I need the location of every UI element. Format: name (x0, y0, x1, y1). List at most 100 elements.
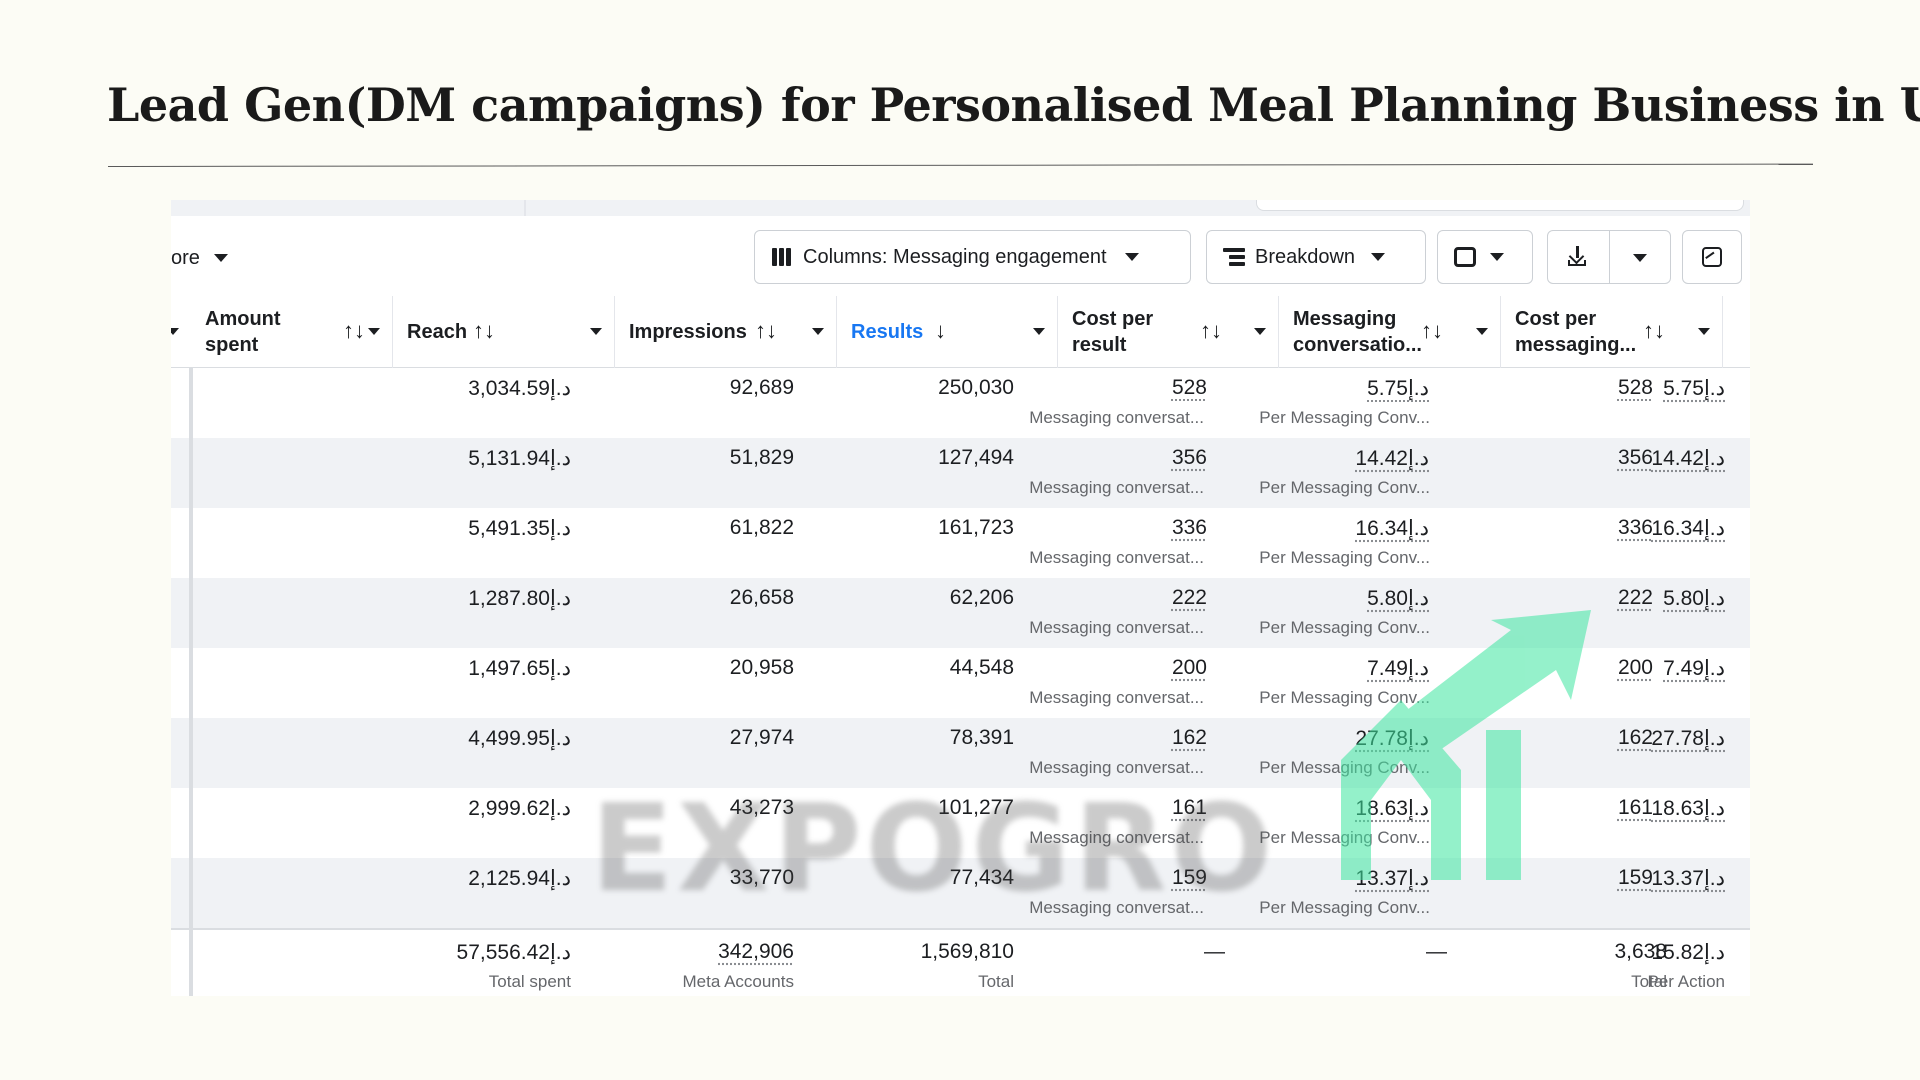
cell-cost-per-result[interactable]: 13.37د.إ (1355, 867, 1429, 890)
column-header-cost-per-result[interactable]: Cost per result ↑↓ (1058, 296, 1279, 368)
cell-results[interactable]: 222 (1171, 586, 1207, 609)
cell-results[interactable]: 200 (1171, 656, 1207, 679)
cell-impressions: 62,206 (949, 586, 1014, 609)
table-row[interactable]: 2,125.94د.إ 33,770 77,434 159 Messaging conv… (171, 858, 1750, 928)
cell-cost-per-messaging[interactable]: 13.37د.إ (1651, 867, 1725, 890)
cell-cost-per-result[interactable]: 16.34د.إ (1355, 517, 1429, 540)
cell-cost-per-messaging[interactable]: 5.80د.إ (1663, 587, 1725, 610)
cell-amount-spent: 2,125.94د.إ (468, 867, 571, 890)
dropdown-caret-icon[interactable] (171, 328, 179, 335)
dropdown-caret-icon[interactable] (368, 328, 380, 335)
cell-cost-per-messaging[interactable]: 18.63د.إ (1651, 797, 1725, 820)
cell-results-type: Messaging conversat... (1029, 618, 1204, 637)
column-header-amount-spent[interactable]: Amount spent ↑↓ (191, 296, 393, 368)
cell-messaging-conversations[interactable]: 528 (1617, 376, 1653, 399)
cell-results[interactable]: 528 (1171, 376, 1207, 399)
sort-icon[interactable]: ↑↓ (473, 318, 495, 343)
dropdown-caret-icon[interactable] (1633, 254, 1647, 262)
sort-icon[interactable]: ↓ (935, 318, 946, 343)
total-cost-per-result: — (1426, 940, 1447, 963)
table-row[interactable]: 1,287.80د.إ 26,658 62,206 222 Messaging conv… (171, 578, 1750, 648)
cell-results-type: Messaging conversat... (1029, 478, 1204, 497)
cell-messaging-conversations[interactable]: 161 (1617, 796, 1653, 819)
cell-cost-per-result[interactable]: 18.63د.إ (1355, 797, 1429, 820)
cell-impressions: 161,723 (938, 516, 1014, 539)
cell-results[interactable]: 159 (1171, 866, 1207, 889)
cell-results[interactable]: 356 (1171, 446, 1207, 469)
reports-button[interactable] (1437, 230, 1533, 284)
columns-button[interactable]: Columns: Messaging engagement (754, 230, 1191, 284)
table-row[interactable]: 4,499.95د.إ 27,974 78,391 162 Messaging conv… (171, 718, 1750, 788)
dropdown-caret-icon[interactable] (1033, 328, 1045, 335)
total-impressions: 1,569,810 (920, 940, 1014, 963)
total-impressions-sub: Total (978, 972, 1014, 991)
sort-icon[interactable]: ↑↓ (755, 318, 777, 343)
download-icon[interactable] (1567, 246, 1587, 266)
sort-icon[interactable]: ↑↓ (1421, 318, 1443, 343)
sort-icon[interactable]: ↑↓ (1200, 318, 1222, 343)
sort-icon[interactable]: ↑↓ (1643, 318, 1665, 343)
dropdown-caret-icon[interactable] (812, 328, 824, 335)
total-reach[interactable]: 342,906 (718, 940, 794, 963)
table-row[interactable]: 5,131.94د.إ 51,829 127,494 356 Messaging con… (171, 438, 1750, 508)
cell-impressions: 44,548 (949, 656, 1014, 679)
split-divider (1609, 231, 1610, 283)
cell-reach: 43,273 (729, 796, 794, 819)
column-header-messaging-conversations[interactable]: Messaging conversatio... ↑↓ (1279, 296, 1501, 368)
reports-icon (1454, 247, 1476, 267)
title-divider (107, 163, 1813, 167)
cell-cost-per-messaging[interactable]: 14.42د.إ (1651, 447, 1725, 470)
cell-cost-per-result[interactable]: 7.49د.إ (1367, 657, 1429, 680)
dropdown-caret-icon[interactable] (1254, 328, 1266, 335)
cell-cost-per-messaging[interactable]: 16.34د.إ (1651, 517, 1725, 540)
cell-amount-spent: 5,131.94د.إ (468, 447, 571, 470)
cell-messaging-conversations[interactable]: 200 (1617, 656, 1653, 679)
search-box-edge[interactable] (1256, 200, 1744, 211)
cell-cost-per-messaging[interactable]: 7.49د.إ (1663, 657, 1725, 680)
cell-cost-per-result[interactable]: 5.80د.إ (1367, 587, 1429, 610)
table-row[interactable]: 3,034.59د.إ 92,689 250,030 528 Messaging con… (171, 368, 1750, 438)
column-header-reach[interactable]: Reach ↑↓ (393, 296, 615, 368)
cell-messaging-conversations[interactable]: 162 (1617, 726, 1653, 749)
slide-title: Lead Gen(DM campaigns) for Personalised … (107, 78, 1920, 132)
column-header-cost-per-messaging[interactable]: Cost per messaging... ↑↓ (1501, 296, 1723, 368)
cell-results[interactable]: 162 (1171, 726, 1207, 749)
breakdown-button[interactable]: Breakdown (1206, 230, 1426, 284)
dropdown-caret-icon[interactable] (1476, 328, 1488, 335)
cell-results[interactable]: 161 (1171, 796, 1207, 819)
cell-amount-spent: 5,491.35د.إ (468, 517, 571, 540)
cell-cost-type: Per Messaging Conv... (1259, 408, 1430, 427)
cell-cost-per-result[interactable]: 14.42د.إ (1355, 447, 1429, 470)
cell-cost-per-messaging[interactable]: 27.78د.إ (1651, 727, 1725, 750)
column-header-impressions[interactable]: Impressions ↑↓ (615, 296, 837, 368)
cell-cost-per-result[interactable]: 5.75د.إ (1367, 377, 1429, 400)
dropdown-caret-icon[interactable] (590, 328, 602, 335)
cell-messaging-conversations[interactable]: 222 (1617, 586, 1653, 609)
cell-messaging-conversations[interactable]: 356 (1617, 446, 1653, 469)
table-row[interactable]: 1,497.65د.إ 20,958 44,548 200 Messaging conv… (171, 648, 1750, 718)
sort-icon[interactable]: ↑↓ (343, 318, 365, 343)
total-cost-per-messaging-sub: Per Action (1647, 972, 1726, 991)
dropdown-caret-icon (213, 254, 228, 262)
dropdown-caret-icon (1124, 253, 1139, 261)
dropdown-caret-icon[interactable] (1698, 328, 1710, 335)
cell-results-type: Messaging conversat... (1029, 688, 1204, 707)
cell-cost-type: Per Messaging Conv... (1259, 548, 1430, 567)
export-button-group[interactable] (1547, 230, 1671, 284)
more-dropdown[interactable]: ore (171, 246, 228, 270)
view-charts-button[interactable] (1682, 230, 1742, 284)
cell-cost-per-messaging[interactable]: 5.75د.إ (1663, 377, 1725, 400)
total-reach-sub: Meta Accounts (682, 972, 794, 991)
cell-messaging-conversations[interactable]: 159 (1617, 866, 1653, 889)
total-results: — (1204, 940, 1225, 963)
cell-messaging-conversations[interactable]: 336 (1617, 516, 1653, 539)
cell-results[interactable]: 336 (1171, 516, 1207, 539)
column-header-results[interactable]: Results ↓ (837, 296, 1058, 368)
cell-results-type: Messaging conversat... (1029, 548, 1204, 567)
dropdown-caret-icon (1490, 253, 1504, 261)
cell-cost-per-result[interactable]: 27.78د.إ (1355, 727, 1429, 750)
table-row[interactable]: 5,491.35د.إ 61,822 161,723 336 Messaging con… (171, 508, 1750, 578)
total-messaging: 3,638 (1614, 940, 1667, 963)
table-row[interactable]: 2,999.62د.إ 43,273 101,277 161 Messaging con… (171, 788, 1750, 858)
breakdown-icon (1223, 247, 1245, 267)
